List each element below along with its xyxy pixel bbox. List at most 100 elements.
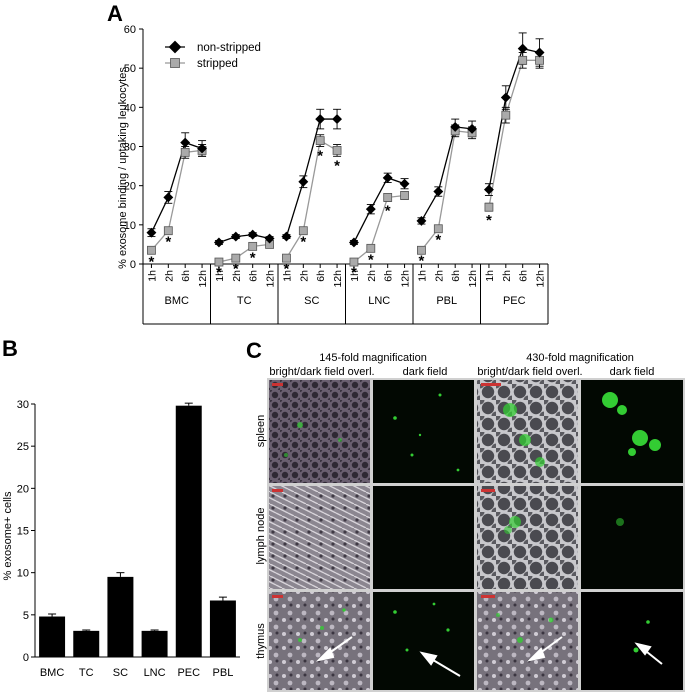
series-line-non-stripped xyxy=(353,177,405,243)
scale-bars xyxy=(272,383,501,598)
chart-a-series: * * * * * * * * * * * * * * * xyxy=(146,32,545,281)
series-line-stripped xyxy=(218,243,270,263)
chart-b-y-tick-label: 30 xyxy=(17,399,29,411)
point-stripped xyxy=(400,191,409,200)
significance-star: * xyxy=(351,264,357,281)
series-line-non-stripped xyxy=(150,141,203,233)
chart-a-time-label: 6h xyxy=(383,270,395,282)
point-non-stripped xyxy=(281,231,292,242)
significance-star: * xyxy=(368,251,374,268)
chart-a-time-label: 1h xyxy=(214,270,226,282)
chart-b-ylabel: % exosome+ cells xyxy=(2,491,14,580)
chart-a-group-label: TC xyxy=(237,295,252,307)
chart-a-group-label: PBL xyxy=(436,295,457,307)
image-thymus-overlay-430 xyxy=(477,592,578,690)
point-stripped xyxy=(315,136,325,146)
significance-star: * xyxy=(284,260,290,277)
image-spleen-dark-145 xyxy=(373,380,474,483)
legend-marker-non-stripped xyxy=(168,40,182,54)
chart-a-group-label: PEC xyxy=(503,295,526,307)
arrow-head-icon xyxy=(419,651,438,666)
chart-a-time-label: 1h xyxy=(416,270,428,282)
image-lymph-node-dark-145 xyxy=(373,486,474,589)
chart-a-legend: non-stripped stripped xyxy=(165,40,261,70)
column-label-dark-low: dark field xyxy=(403,366,448,378)
bar-bmc xyxy=(39,616,66,657)
chart-b-category-label: SC xyxy=(113,667,128,679)
row-label-lymph-node: lymph node xyxy=(255,508,267,565)
chart-a-time-label: 2h xyxy=(501,270,513,282)
chart-a-time-label: 2h xyxy=(163,270,175,282)
chart-a-y-axis: 0 10 20 30 40 50 60 xyxy=(124,24,144,271)
image-thymus-overlay-145 xyxy=(269,592,370,690)
chart-b: % exosome+ cells 0 5 10 15 20 25 30 BMC TC SC LNC… xyxy=(2,399,240,679)
chart-b-category-label: BMC xyxy=(40,667,65,679)
series-line-stripped xyxy=(285,139,338,259)
point-stripped xyxy=(501,110,511,120)
chart-a-time-label: 12h xyxy=(197,270,209,288)
chart-a-x-labels: 1h 2h 6h 12h BMC 1h 2h 6h 12h TC 1h 2h 6h 12h SC 1h 2h 6h… xyxy=(146,264,547,307)
arrow-head-icon xyxy=(634,642,652,656)
point-non-stripped xyxy=(500,92,511,103)
point-non-stripped xyxy=(247,229,258,240)
chart-b-category-label: PBL xyxy=(213,667,234,679)
point-non-stripped xyxy=(163,192,174,203)
point-non-stripped xyxy=(230,231,241,242)
point-stripped xyxy=(282,253,291,263)
point-stripped xyxy=(484,202,494,212)
point-stripped xyxy=(147,245,156,255)
point-non-stripped xyxy=(483,184,494,195)
chart-b-bars xyxy=(39,402,236,657)
chart-a-time-label: 1h xyxy=(146,270,158,282)
image-spleen-overlay-430 xyxy=(477,380,578,483)
image-lymph-node-overlay-430 xyxy=(477,486,578,589)
image-lymph-node-dark-430 xyxy=(581,486,683,589)
row-label-spleen: spleen xyxy=(255,415,267,447)
series-line-stripped xyxy=(353,194,405,263)
bar-pec xyxy=(175,405,202,657)
point-stripped xyxy=(518,55,528,65)
chart-a-frame xyxy=(142,263,549,325)
point-stripped xyxy=(180,147,190,157)
fluorescence-spots xyxy=(284,392,661,653)
chart-a-time-label: 12h xyxy=(400,270,412,288)
significance-star: * xyxy=(250,249,256,266)
significance-star: * xyxy=(165,234,171,251)
chart-b-y-axis: 0 5 10 15 20 25 30 xyxy=(17,399,240,664)
series-line-stripped xyxy=(488,59,540,208)
bar-pbl xyxy=(209,600,236,657)
chart-a-time-label: 6h xyxy=(450,270,462,282)
point-stripped xyxy=(535,55,544,65)
chart-a-time-label: 2h xyxy=(231,270,243,282)
chart-a-ylabel: % exosome binding / uptaking leukocytes xyxy=(117,67,129,269)
significance-star: * xyxy=(317,148,323,165)
legend-marker-stripped xyxy=(170,58,180,68)
chart-a-time-label: 6h xyxy=(315,270,327,282)
chart-a-time-label: 12h xyxy=(265,270,277,288)
arrows xyxy=(315,636,663,677)
micrograph-panel: 145-fold magnification 430-fold magnific… xyxy=(255,352,685,692)
chart-a-group-label: LNC xyxy=(368,295,390,307)
point-non-stripped xyxy=(213,237,224,248)
chart-b-x-labels: BMC TC SC LNC PEC PBL xyxy=(40,667,233,679)
chart-a-time-label: 2h xyxy=(366,270,378,282)
point-stripped xyxy=(349,257,359,267)
point-stripped xyxy=(214,257,224,267)
column-label-overlay-low: bright/dark field overl. xyxy=(269,366,374,378)
series-line-non-stripped xyxy=(285,118,338,237)
header-145-fold: 145-fold magnification xyxy=(319,352,427,364)
point-stripped xyxy=(248,241,258,251)
arrow-head-icon xyxy=(526,647,546,662)
significance-star: * xyxy=(300,234,306,251)
column-label-dark-high: dark field xyxy=(610,366,655,378)
chart-a-y-tick-label: 0 xyxy=(130,259,136,271)
series-line-stripped xyxy=(420,130,473,251)
chart-a-time-label: 6h xyxy=(180,270,192,282)
series-line-non-stripped xyxy=(420,126,473,222)
column-label-overlay-high: bright/dark field overl. xyxy=(477,366,582,378)
chart-a-y-tick-label: 20 xyxy=(124,181,136,193)
header-430-fold: 430-fold magnification xyxy=(526,352,634,364)
image-spleen-overlay-145 xyxy=(269,380,370,483)
series-line-stripped xyxy=(150,149,203,251)
